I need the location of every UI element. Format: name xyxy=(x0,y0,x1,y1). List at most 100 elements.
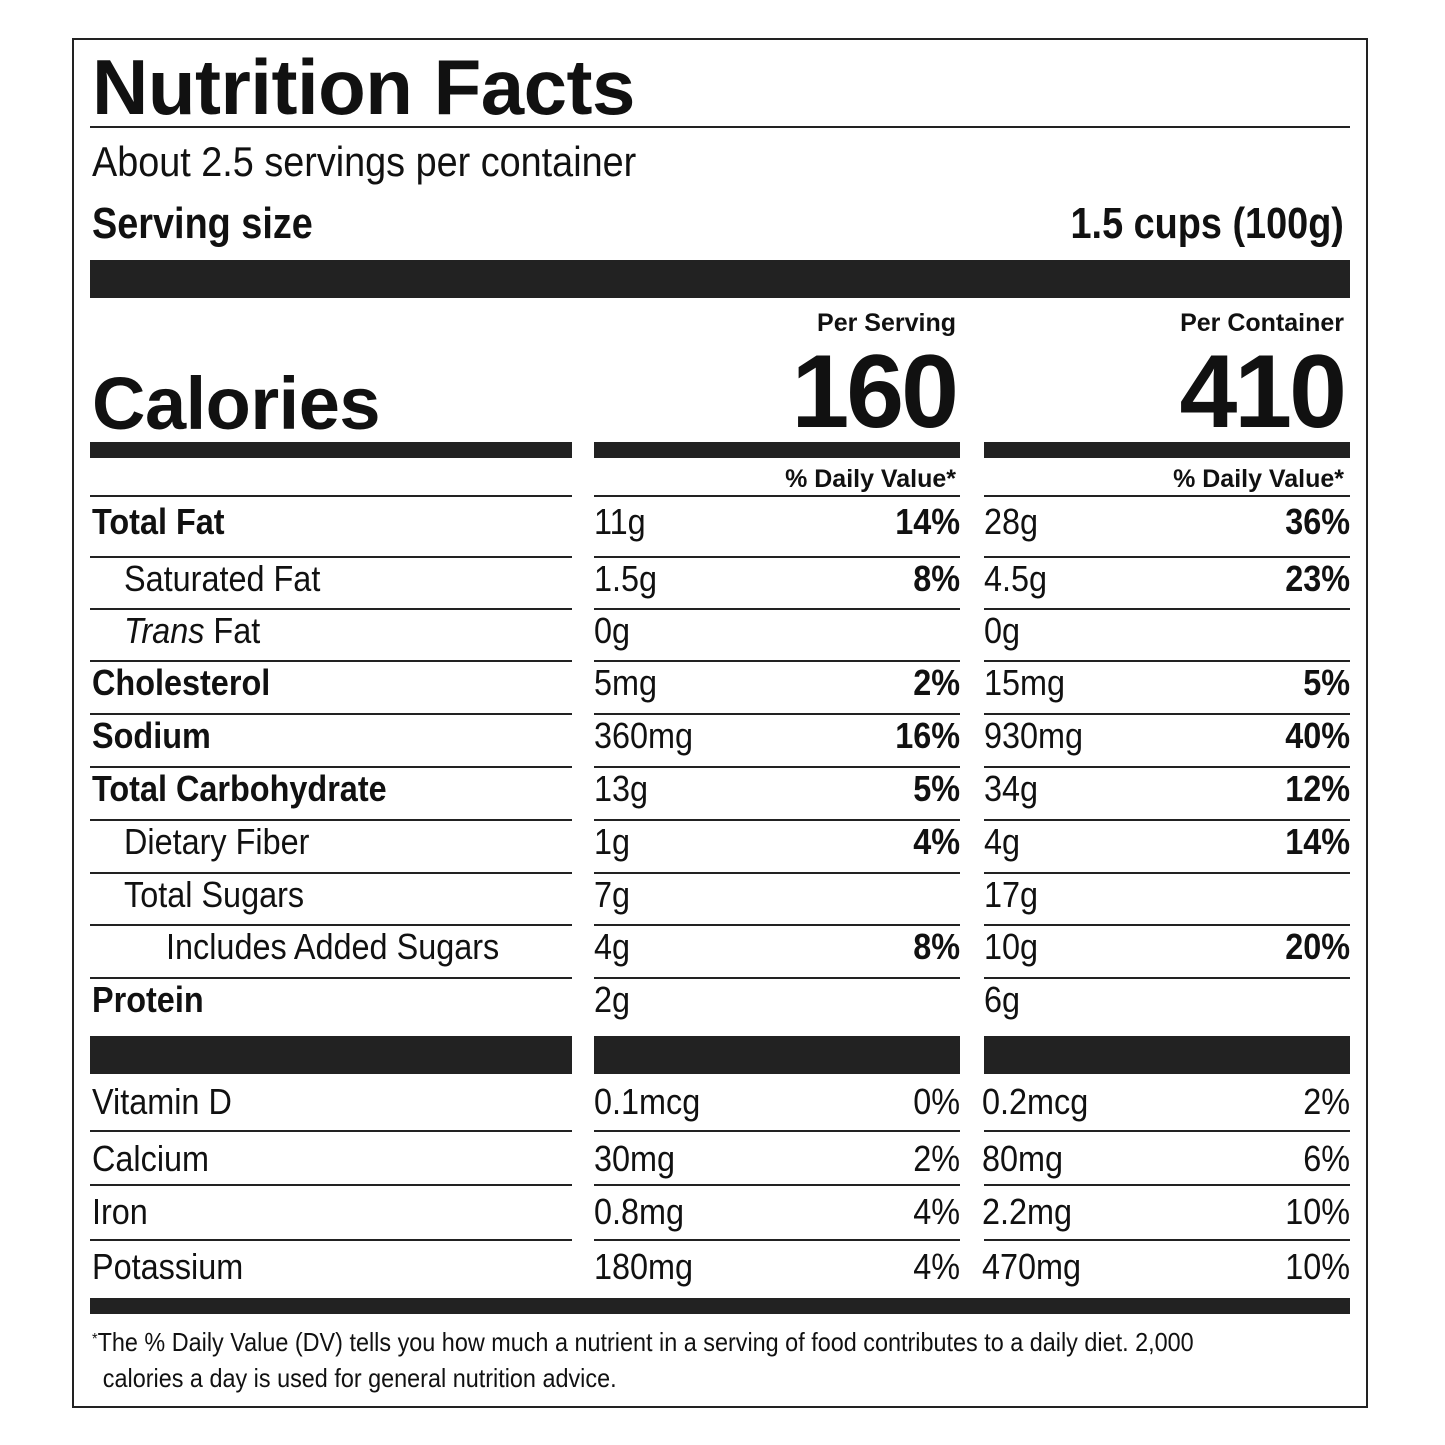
row-divider xyxy=(594,819,960,821)
per-serving-daily-value: 14% xyxy=(895,501,960,542)
per-serving-daily-value: 4% xyxy=(913,1246,960,1287)
per-serving-amount: 1.5g xyxy=(594,558,658,599)
per-container-amount: 4g xyxy=(984,821,1021,862)
per-container-amount: 4.5g xyxy=(984,558,1048,599)
daily-value-header: % Daily Value* xyxy=(785,465,956,493)
per-serving-amount: 0g xyxy=(594,610,631,651)
serving-size-value: 1.5 cups (100g) xyxy=(1070,199,1344,248)
row-divider xyxy=(984,1130,1350,1132)
row-divider xyxy=(90,495,572,497)
row-divider xyxy=(984,1239,1350,1241)
divider-medium xyxy=(90,442,572,458)
row-divider xyxy=(90,608,572,610)
row-divider xyxy=(594,766,960,768)
per-container-daily-value: 10% xyxy=(1285,1246,1350,1287)
row-divider xyxy=(90,924,572,926)
per-serving-daily-value: 2% xyxy=(913,662,960,703)
calories-label: Calories xyxy=(92,362,381,445)
per-container-daily-value: 10% xyxy=(1285,1191,1350,1232)
footnote: *The % Daily Value (DV) tells you how mu… xyxy=(92,1324,1199,1396)
footnote-asterisk: * xyxy=(92,1331,98,1348)
nutrient-name: Total Fat xyxy=(92,501,225,542)
per-container-daily-value: 12% xyxy=(1285,768,1350,809)
divider-thin xyxy=(90,126,1350,128)
row-divider xyxy=(90,1239,572,1241)
footnote-line-2: calories a day is used for general nutri… xyxy=(102,1363,617,1393)
per-serving-amount: 30mg xyxy=(594,1138,676,1179)
nutrient-name: Total Carbohydrate xyxy=(92,768,387,809)
per-container-amount: 930mg xyxy=(984,715,1084,756)
row-divider xyxy=(984,608,1350,610)
nutrient-name: Cholesterol xyxy=(92,662,271,703)
divider-thick xyxy=(90,260,1350,298)
serving-size-label: Serving size xyxy=(92,199,313,248)
per-container-amount: 80mg xyxy=(982,1138,1064,1179)
per-serving-amount: 2g xyxy=(594,979,631,1020)
per-serving-daily-value: 16% xyxy=(895,715,960,756)
nutrient-name: Total Sugars xyxy=(124,874,305,915)
nutrient-name: Sodium xyxy=(92,715,211,756)
per-serving-amount: 0.1mcg xyxy=(594,1081,701,1122)
per-serving-daily-value: 8% xyxy=(913,558,960,599)
divider-medium xyxy=(984,442,1350,458)
label-title: Nutrition Facts xyxy=(92,43,635,131)
per-serving-daily-value: 2% xyxy=(913,1138,960,1179)
row-divider xyxy=(90,977,572,979)
per-container-amount: 470mg xyxy=(982,1246,1082,1287)
per-container-amount: 0.2mcg xyxy=(982,1081,1089,1122)
row-divider xyxy=(90,1036,572,1074)
row-divider xyxy=(594,1036,960,1074)
per-container-daily-value: 14% xyxy=(1285,821,1350,862)
per-serving-daily-value: 4% xyxy=(913,1191,960,1232)
calories-per-container: 410 xyxy=(1179,334,1347,450)
per-container-amount: 0g xyxy=(984,610,1021,651)
row-divider xyxy=(594,713,960,715)
row-divider xyxy=(594,977,960,979)
vitamin-name: Potassium xyxy=(92,1246,244,1287)
row-divider xyxy=(984,766,1350,768)
per-serving-amount: 4g xyxy=(594,926,631,967)
per-container-daily-value: 6% xyxy=(1303,1138,1350,1179)
per-serving-header: Per Serving xyxy=(817,309,956,337)
row-divider xyxy=(90,819,572,821)
row-divider xyxy=(984,556,1350,558)
per-serving-amount: 5mg xyxy=(594,662,658,703)
per-container-amount: 2.2mg xyxy=(982,1191,1073,1232)
per-container-amount: 34g xyxy=(984,768,1039,809)
per-container-daily-value: 23% xyxy=(1285,558,1350,599)
row-divider xyxy=(984,495,1350,497)
row-divider xyxy=(90,766,572,768)
row-divider xyxy=(984,977,1350,979)
row-divider xyxy=(984,713,1350,715)
per-container-amount: 28g xyxy=(984,501,1039,542)
row-divider xyxy=(90,556,572,558)
row-divider xyxy=(90,1130,572,1132)
vitamin-name: Vitamin D xyxy=(92,1081,232,1122)
per-serving-amount: 360mg xyxy=(594,715,694,756)
per-container-amount: 15mg xyxy=(984,662,1066,703)
row-divider xyxy=(90,1184,572,1186)
row-divider xyxy=(984,819,1350,821)
row-divider xyxy=(594,1239,960,1241)
row-divider xyxy=(90,660,572,662)
row-divider xyxy=(984,872,1350,874)
row-divider xyxy=(984,924,1350,926)
per-container-daily-value: 5% xyxy=(1303,662,1350,703)
per-serving-amount: 7g xyxy=(594,874,631,915)
row-divider xyxy=(594,495,960,497)
nutrient-name: Includes Added Sugars xyxy=(166,926,500,967)
row-divider xyxy=(594,1130,960,1132)
servings-per-container: About 2.5 servings per container xyxy=(92,138,637,185)
row-divider xyxy=(594,608,960,610)
row-divider xyxy=(594,1184,960,1186)
footnote-line-1: The % Daily Value (DV) tells you how muc… xyxy=(97,1327,1194,1357)
divider-medium xyxy=(594,442,960,458)
row-divider xyxy=(594,660,960,662)
row-divider xyxy=(90,872,572,874)
vitamin-name: Calcium xyxy=(92,1138,210,1179)
row-divider xyxy=(90,713,572,715)
per-container-daily-value: 20% xyxy=(1285,926,1350,967)
per-container-daily-value: 36% xyxy=(1285,501,1350,542)
per-container-amount: 10g xyxy=(984,926,1039,967)
row-divider xyxy=(594,924,960,926)
